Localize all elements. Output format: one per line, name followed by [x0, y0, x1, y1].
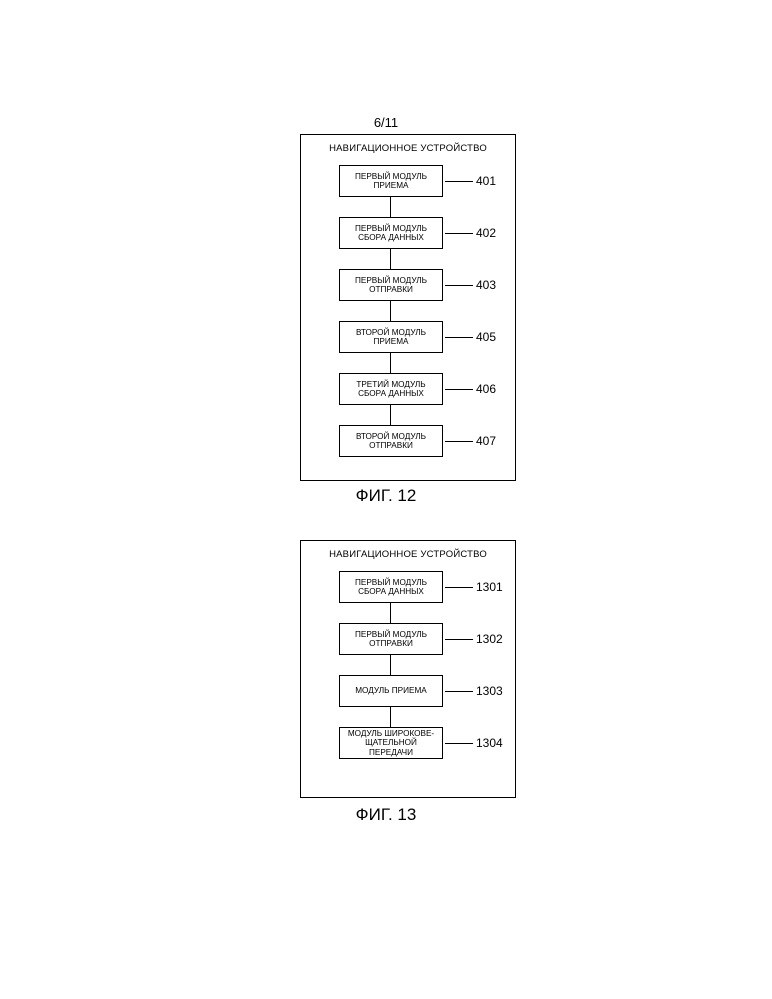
fig13-leader-1304 — [445, 743, 473, 744]
fig12-leader-407 — [445, 441, 473, 442]
fig13-conn-2 — [390, 655, 391, 675]
fig12-conn-3 — [390, 301, 391, 321]
fig12-box-401: ПЕРВЫЙ МОДУЛЬ ПРИЕМА — [339, 165, 443, 197]
fig12-ref-401: 401 — [476, 174, 496, 188]
page-number: 6/11 — [0, 115, 772, 130]
fig13-leader-1303 — [445, 691, 473, 692]
fig13-leader-1302 — [445, 639, 473, 640]
fig13-ref-1303: 1303 — [476, 684, 503, 698]
fig13-ref-1301: 1301 — [476, 580, 503, 594]
fig12-ref-405: 405 — [476, 330, 496, 344]
fig12-leader-406 — [445, 389, 473, 390]
fig12-box-406: ТРЕТИЙ МОДУЛЬ СБОРА ДАННЫХ — [339, 373, 443, 405]
fig13-conn-3 — [390, 707, 391, 727]
fig12-ref-407: 407 — [476, 434, 496, 448]
fig12-ref-403: 403 — [476, 278, 496, 292]
fig12-box-405: ВТОРОЙ МОДУЛЬ ПРИЕМА — [339, 321, 443, 353]
fig13-ref-1302: 1302 — [476, 632, 503, 646]
fig12-box-407: ВТОРОЙ МОДУЛЬ ОТПРАВКИ — [339, 425, 443, 457]
fig13-caption: ФИГ. 13 — [0, 805, 772, 825]
fig13-box-1302: ПЕРВЫЙ МОДУЛЬ ОТПРАВКИ — [339, 623, 443, 655]
fig12-leader-405 — [445, 337, 473, 338]
fig12-ref-402: 402 — [476, 226, 496, 240]
fig12-box-402: ПЕРВЫЙ МОДУЛЬ СБОРА ДАННЫХ — [339, 217, 443, 249]
fig12-leader-401 — [445, 181, 473, 182]
fig13-box-1301: ПЕРВЫЙ МОДУЛЬ СБОРА ДАННЫХ — [339, 571, 443, 603]
fig12-title: НАВИГАЦИОННОЕ УСТРОЙСТВО — [301, 143, 515, 154]
fig13-ref-1304: 1304 — [476, 736, 503, 750]
fig12-conn-1 — [390, 197, 391, 217]
fig12-conn-2 — [390, 249, 391, 269]
fig13-container: НАВИГАЦИОННОЕ УСТРОЙСТВО ПЕРВЫЙ МОДУЛЬ С… — [300, 540, 516, 798]
fig13-leader-1301 — [445, 587, 473, 588]
fig13-box-1304: МОДУЛЬ ШИРОКОВЕ- ЩАТЕЛЬНОЙ ПЕРЕДАЧИ — [339, 727, 443, 759]
fig12-leader-402 — [445, 233, 473, 234]
fig12-container: НАВИГАЦИОННОЕ УСТРОЙСТВО ПЕРВЫЙ МОДУЛЬ П… — [300, 134, 516, 481]
fig13-conn-1 — [390, 603, 391, 623]
fig13-box-1303: МОДУЛЬ ПРИЕМА — [339, 675, 443, 707]
fig12-conn-5 — [390, 405, 391, 425]
fig12-conn-4 — [390, 353, 391, 373]
fig12-caption: ФИГ. 12 — [0, 486, 772, 506]
fig12-box-403: ПЕРВЫЙ МОДУЛЬ ОТПРАВКИ — [339, 269, 443, 301]
page: 6/11 НАВИГАЦИОННОЕ УСТРОЙСТВО ПЕРВЫЙ МОД… — [0, 0, 772, 999]
fig13-title: НАВИГАЦИОННОЕ УСТРОЙСТВО — [301, 549, 515, 560]
fig12-leader-403 — [445, 285, 473, 286]
fig12-ref-406: 406 — [476, 382, 496, 396]
